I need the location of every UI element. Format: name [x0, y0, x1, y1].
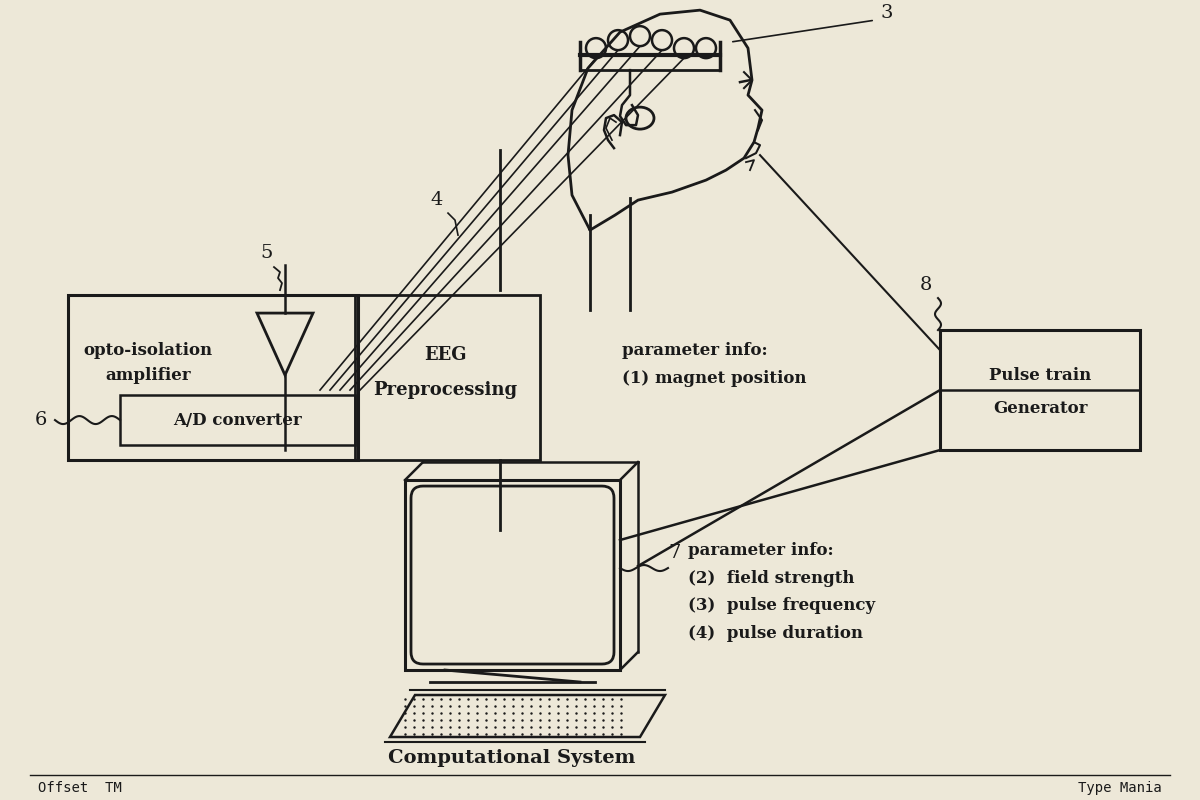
Text: 3: 3 — [880, 4, 893, 22]
Text: A/D converter: A/D converter — [173, 411, 302, 429]
Text: parameter info:: parameter info: — [688, 542, 834, 558]
Text: 7: 7 — [668, 544, 680, 562]
Text: (1) magnet position: (1) magnet position — [622, 370, 806, 386]
Text: opto-isolation: opto-isolation — [84, 342, 212, 358]
Text: Offset  TM: Offset TM — [38, 781, 121, 795]
Text: parameter info:: parameter info: — [622, 342, 768, 358]
Text: 8: 8 — [920, 276, 932, 294]
Text: 4: 4 — [430, 191, 443, 209]
Text: Pulse train: Pulse train — [989, 366, 1091, 383]
Text: amplifier: amplifier — [106, 366, 191, 383]
Text: 6: 6 — [35, 411, 47, 429]
Text: EEG: EEG — [424, 346, 467, 364]
Text: (3)  pulse frequency: (3) pulse frequency — [688, 597, 875, 614]
Text: Type Mania: Type Mania — [1079, 781, 1162, 795]
Text: Preprocessing: Preprocessing — [373, 381, 517, 399]
Text: (2)  field strength: (2) field strength — [688, 570, 854, 586]
Text: 5: 5 — [260, 244, 272, 262]
Text: Generator: Generator — [992, 399, 1087, 417]
Text: (4)  pulse duration: (4) pulse duration — [688, 625, 863, 642]
Text: Computational System: Computational System — [389, 749, 636, 767]
